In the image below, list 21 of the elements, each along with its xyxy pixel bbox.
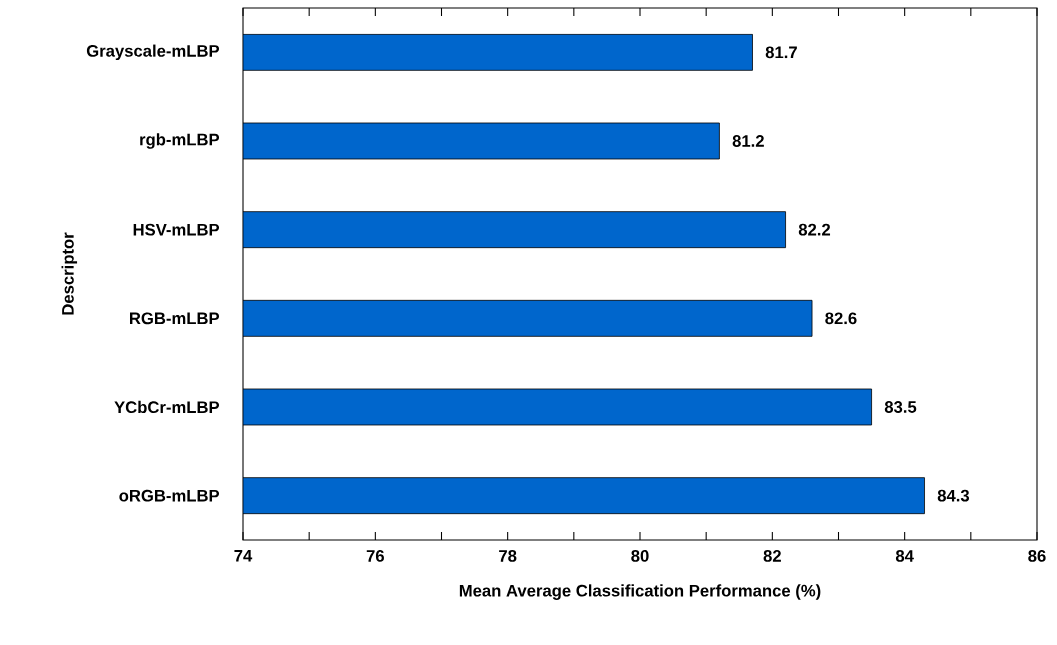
y-tick-label: oRGB-mLBP: [119, 489, 220, 502]
x-tick-label: 86: [1028, 550, 1046, 562]
data-label: 82.2: [798, 223, 831, 236]
x-tick-label: 76: [366, 550, 384, 562]
y-tick-label: rgb-mLBP: [140, 133, 220, 149]
y-tick-label: YCbCr-mLBP: [114, 400, 220, 414]
x-axis-title: Mean Average Classification Performance (%): [459, 584, 821, 600]
y-tick-label: Grayscale-mLBP: [86, 44, 220, 61]
y-tick-label: HSV-mLBP: [133, 223, 220, 236]
data-label: 84.3: [937, 489, 970, 502]
x-tick-label: 74: [234, 550, 253, 562]
data-label: 83.5: [884, 401, 917, 413]
x-tick-label: 84: [895, 550, 914, 562]
x-tick-label: 78: [499, 550, 517, 562]
data-label: 81.7: [765, 46, 797, 59]
x-tick-label: 80: [631, 550, 649, 562]
y-axis-title: Descriptor: [61, 232, 78, 315]
y-tick-label: RGB-mLBP: [130, 312, 220, 325]
x-tick-label: 82: [763, 550, 781, 562]
data-label: 81.2: [732, 135, 764, 147]
data-label: 82.6: [825, 312, 857, 325]
